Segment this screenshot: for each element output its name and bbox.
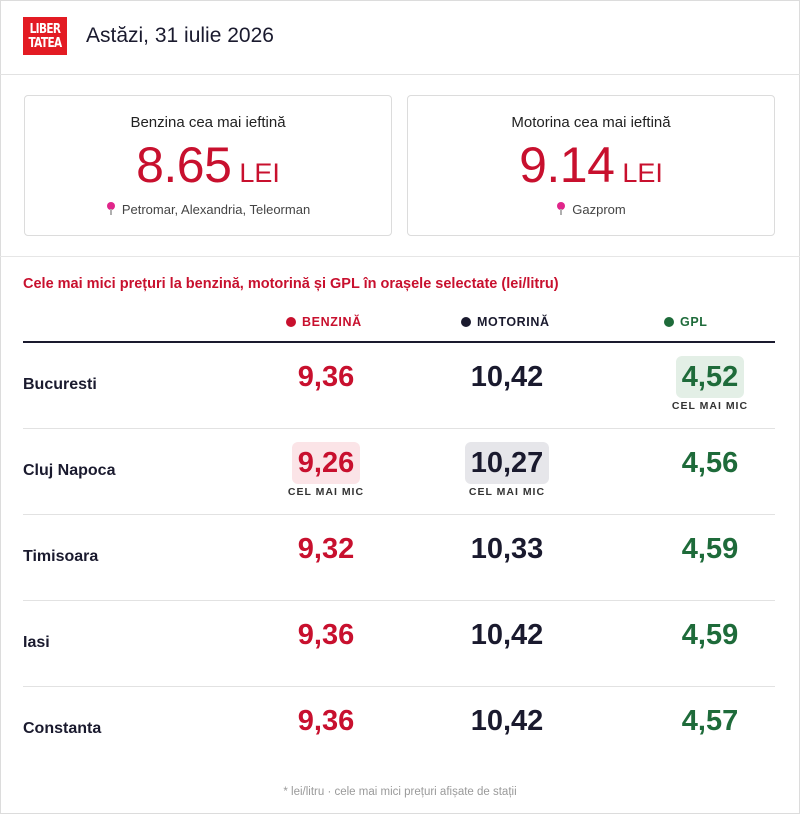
benzina-price: 9,32 (297, 533, 355, 565)
column-header-label: GPL (680, 315, 708, 329)
section-divider (0, 256, 800, 257)
gpl-price: 4,59 (681, 533, 739, 565)
motorina-price-cell: 10,42 (437, 700, 577, 742)
city-name: Bucuresti (23, 376, 97, 393)
gpl-price: 4,57 (681, 705, 739, 737)
location-text: Gazprom (572, 202, 626, 217)
gpl-dot-icon (664, 317, 674, 327)
city-name: Constanta (23, 720, 102, 737)
motorina-price: 10,42 (470, 619, 544, 651)
column-header-label: BENZINĂ (302, 315, 362, 329)
table-title: Cele mai mici prețuri la benzină, motori… (23, 276, 559, 292)
footnote: * lei/litru · cele mai mici prețuri afiș… (283, 786, 517, 798)
price-value: 9.14 (519, 137, 615, 193)
benzina-price-cell: 9,36 (256, 700, 396, 742)
price-currency: LEI (239, 158, 280, 188)
header: LIBER TATEA Astăzi, 31 iulie 2026 (0, 0, 800, 75)
benzina-price: 9,26 (291, 442, 361, 484)
benzina-price-cell: 9,36 (256, 356, 396, 398)
card-location: Petromar, Alexandria, Teleorman (25, 202, 391, 217)
lowest-price-badge: CEL MAI MIC (468, 486, 546, 498)
card-title: Motorina cea mai ieftină (511, 114, 671, 131)
benzina-price-cell: 9,36 (256, 614, 396, 656)
logo-line-2: TATEA (28, 35, 62, 51)
city-name: Timisoara (23, 548, 99, 565)
column-header-gpl: GPL (664, 315, 708, 329)
card-title: Benzina cea mai ieftină (130, 114, 286, 131)
motorina-dot-icon (461, 317, 471, 327)
card-price: 8.65 LEI (25, 136, 391, 194)
benzina-price-cell: 9,32 (256, 528, 396, 570)
gpl-price-cell: 4,57 (640, 700, 780, 742)
map-pin-icon (556, 202, 566, 216)
price-currency: LEI (622, 158, 663, 188)
benzina-dot-icon (286, 317, 296, 327)
card-price: 9.14 LEI (408, 136, 774, 194)
motorina-price-cell: 10,27 CEL MAI MIC (437, 442, 577, 498)
table-header-rule (23, 341, 775, 343)
column-header-motorina: MOTORINĂ (461, 315, 550, 329)
gpl-price: 4,56 (681, 447, 739, 479)
benzina-price-cell: 9,26 CEL MAI MIC (256, 442, 396, 498)
gpl-price-cell: 4,59 (640, 528, 780, 570)
table-row: Cluj Napoca 9,26 CEL MAI MIC 10,27 CEL MAI M… (23, 429, 775, 515)
benzina-price: 9,36 (297, 705, 355, 737)
gpl-price-cell: 4,56 (640, 442, 780, 484)
map-pin-icon (106, 202, 116, 216)
motorina-price: 10,42 (470, 705, 544, 737)
table-row: Timisoara 9,32 10,33 4,59 (23, 515, 775, 601)
card-location: Gazprom (408, 202, 774, 217)
motorina-price: 10,42 (470, 361, 544, 393)
motorina-price: 10,33 (470, 533, 544, 565)
city-name: Cluj Napoca (23, 462, 116, 479)
motorina-price: 10,27 (464, 442, 550, 484)
card-cheapest-motorina: Motorina cea mai ieftină 9.14 LEI Gazprom (407, 95, 775, 236)
gpl-price-cell: 4,59 (640, 614, 780, 656)
motorina-price-cell: 10,42 (437, 614, 577, 656)
location-text: Petromar, Alexandria, Teleorman (121, 202, 311, 217)
gpl-price: 4,59 (681, 619, 739, 651)
table-row: Constanta 9,36 10,42 4,57 (23, 687, 775, 773)
table-row: Iasi 9,36 10,42 4,59 (23, 601, 775, 687)
motorina-price-cell: 10,42 (437, 356, 577, 398)
table-row: Bucuresti 9,36 10,42 4,52 CEL MAI MIC (23, 343, 775, 429)
benzina-price: 9,36 (297, 361, 355, 393)
logo-line-1: LIBER (29, 21, 61, 37)
price-value: 8.65 (136, 137, 232, 193)
motorina-price-cell: 10,33 (437, 528, 577, 570)
column-header-label: MOTORINĂ (477, 315, 550, 329)
gpl-price-cell: 4,52 CEL MAI MIC (640, 356, 780, 412)
city-name: Iasi (23, 634, 50, 651)
card-cheapest-benzina: Benzina cea mai ieftină 8.65 LEI Petromar… (24, 95, 392, 236)
lowest-price-badge: CEL MAI MIC (287, 486, 365, 498)
gpl-price: 4,52 (675, 356, 745, 398)
libertatea-logo[interactable]: LIBER TATEA (23, 17, 67, 55)
benzina-price: 9,36 (297, 619, 355, 651)
lowest-price-badge: CEL MAI MIC (671, 400, 749, 412)
page-date: Astăzi, 31 iulie 2026 (86, 24, 274, 47)
column-header-benzina: BENZINĂ (286, 315, 362, 329)
